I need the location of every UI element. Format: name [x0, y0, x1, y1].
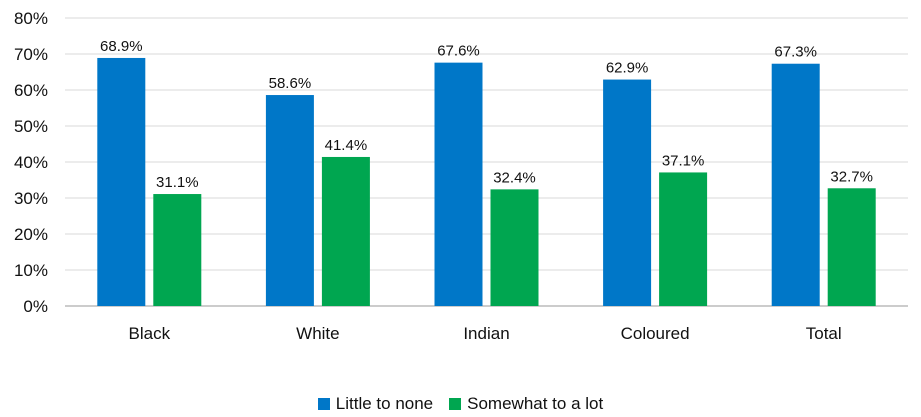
data-label: 58.6%: [269, 75, 312, 92]
bar: [153, 194, 202, 306]
data-label: 41.4%: [325, 137, 368, 154]
bar: [771, 63, 820, 306]
data-labels: 68.9% 31.1% 58.6% 41.4% 67.6% 32.4% 62.9% 37.1%…: [100, 38, 873, 191]
legend: Little to none Somewhat to a lot: [0, 394, 921, 414]
bar: [321, 156, 370, 306]
y-tick-label: 10%: [14, 261, 48, 280]
data-label: 32.7%: [830, 168, 873, 185]
y-tick-label: 60%: [14, 81, 48, 100]
x-category-label: Indian: [463, 324, 509, 343]
data-label: 37.1%: [662, 152, 705, 169]
bar: [603, 79, 652, 306]
y-tick-label: 70%: [14, 45, 48, 64]
gridlines: [65, 17, 908, 307]
bar: [827, 188, 876, 306]
bar-chart: 0% 10% 20% 30% 40% 50% 60% 70% 80% 68.9% 31.1% 58.…: [14, 9, 908, 343]
bar: [97, 57, 146, 307]
y-tick-label: 0%: [23, 297, 48, 316]
x-category-label: Total: [806, 324, 842, 343]
y-tick-label: 30%: [14, 189, 48, 208]
x-category-label: White: [296, 324, 339, 343]
data-label: 32.4%: [493, 169, 536, 186]
y-axis-ticks: 0% 10% 20% 30% 40% 50% 60% 70% 80%: [14, 9, 48, 316]
y-tick-label: 40%: [14, 153, 48, 172]
legend-item-somewhat-to-a-lot: Somewhat to a lot: [449, 394, 603, 414]
data-label: 31.1%: [156, 174, 199, 191]
bar: [490, 189, 539, 306]
y-tick-label: 20%: [14, 225, 48, 244]
bar: [659, 172, 708, 306]
data-label: 62.9%: [606, 60, 649, 77]
legend-label-somewhat-to-a-lot: Somewhat to a lot: [467, 394, 604, 413]
legend-swatch-little-to-none: [317, 398, 330, 410]
y-tick-label: 50%: [14, 117, 48, 136]
legend-swatch-somewhat-to-a-lot: [449, 398, 462, 410]
data-label: 68.9%: [100, 38, 143, 55]
bar: [434, 62, 483, 306]
x-axis-categories: Black White Indian Coloured Total: [129, 324, 842, 343]
legend-item-little-to-none: Little to none: [317, 394, 434, 414]
y-tick-label: 80%: [14, 9, 48, 28]
data-label: 67.3%: [774, 44, 817, 61]
bar: [265, 95, 314, 306]
x-category-label: Coloured: [621, 324, 690, 343]
x-category-label: Black: [129, 324, 171, 343]
data-label: 67.6%: [437, 43, 480, 60]
bars: [97, 57, 876, 307]
legend-label-little-to-none: Little to none: [335, 394, 434, 413]
